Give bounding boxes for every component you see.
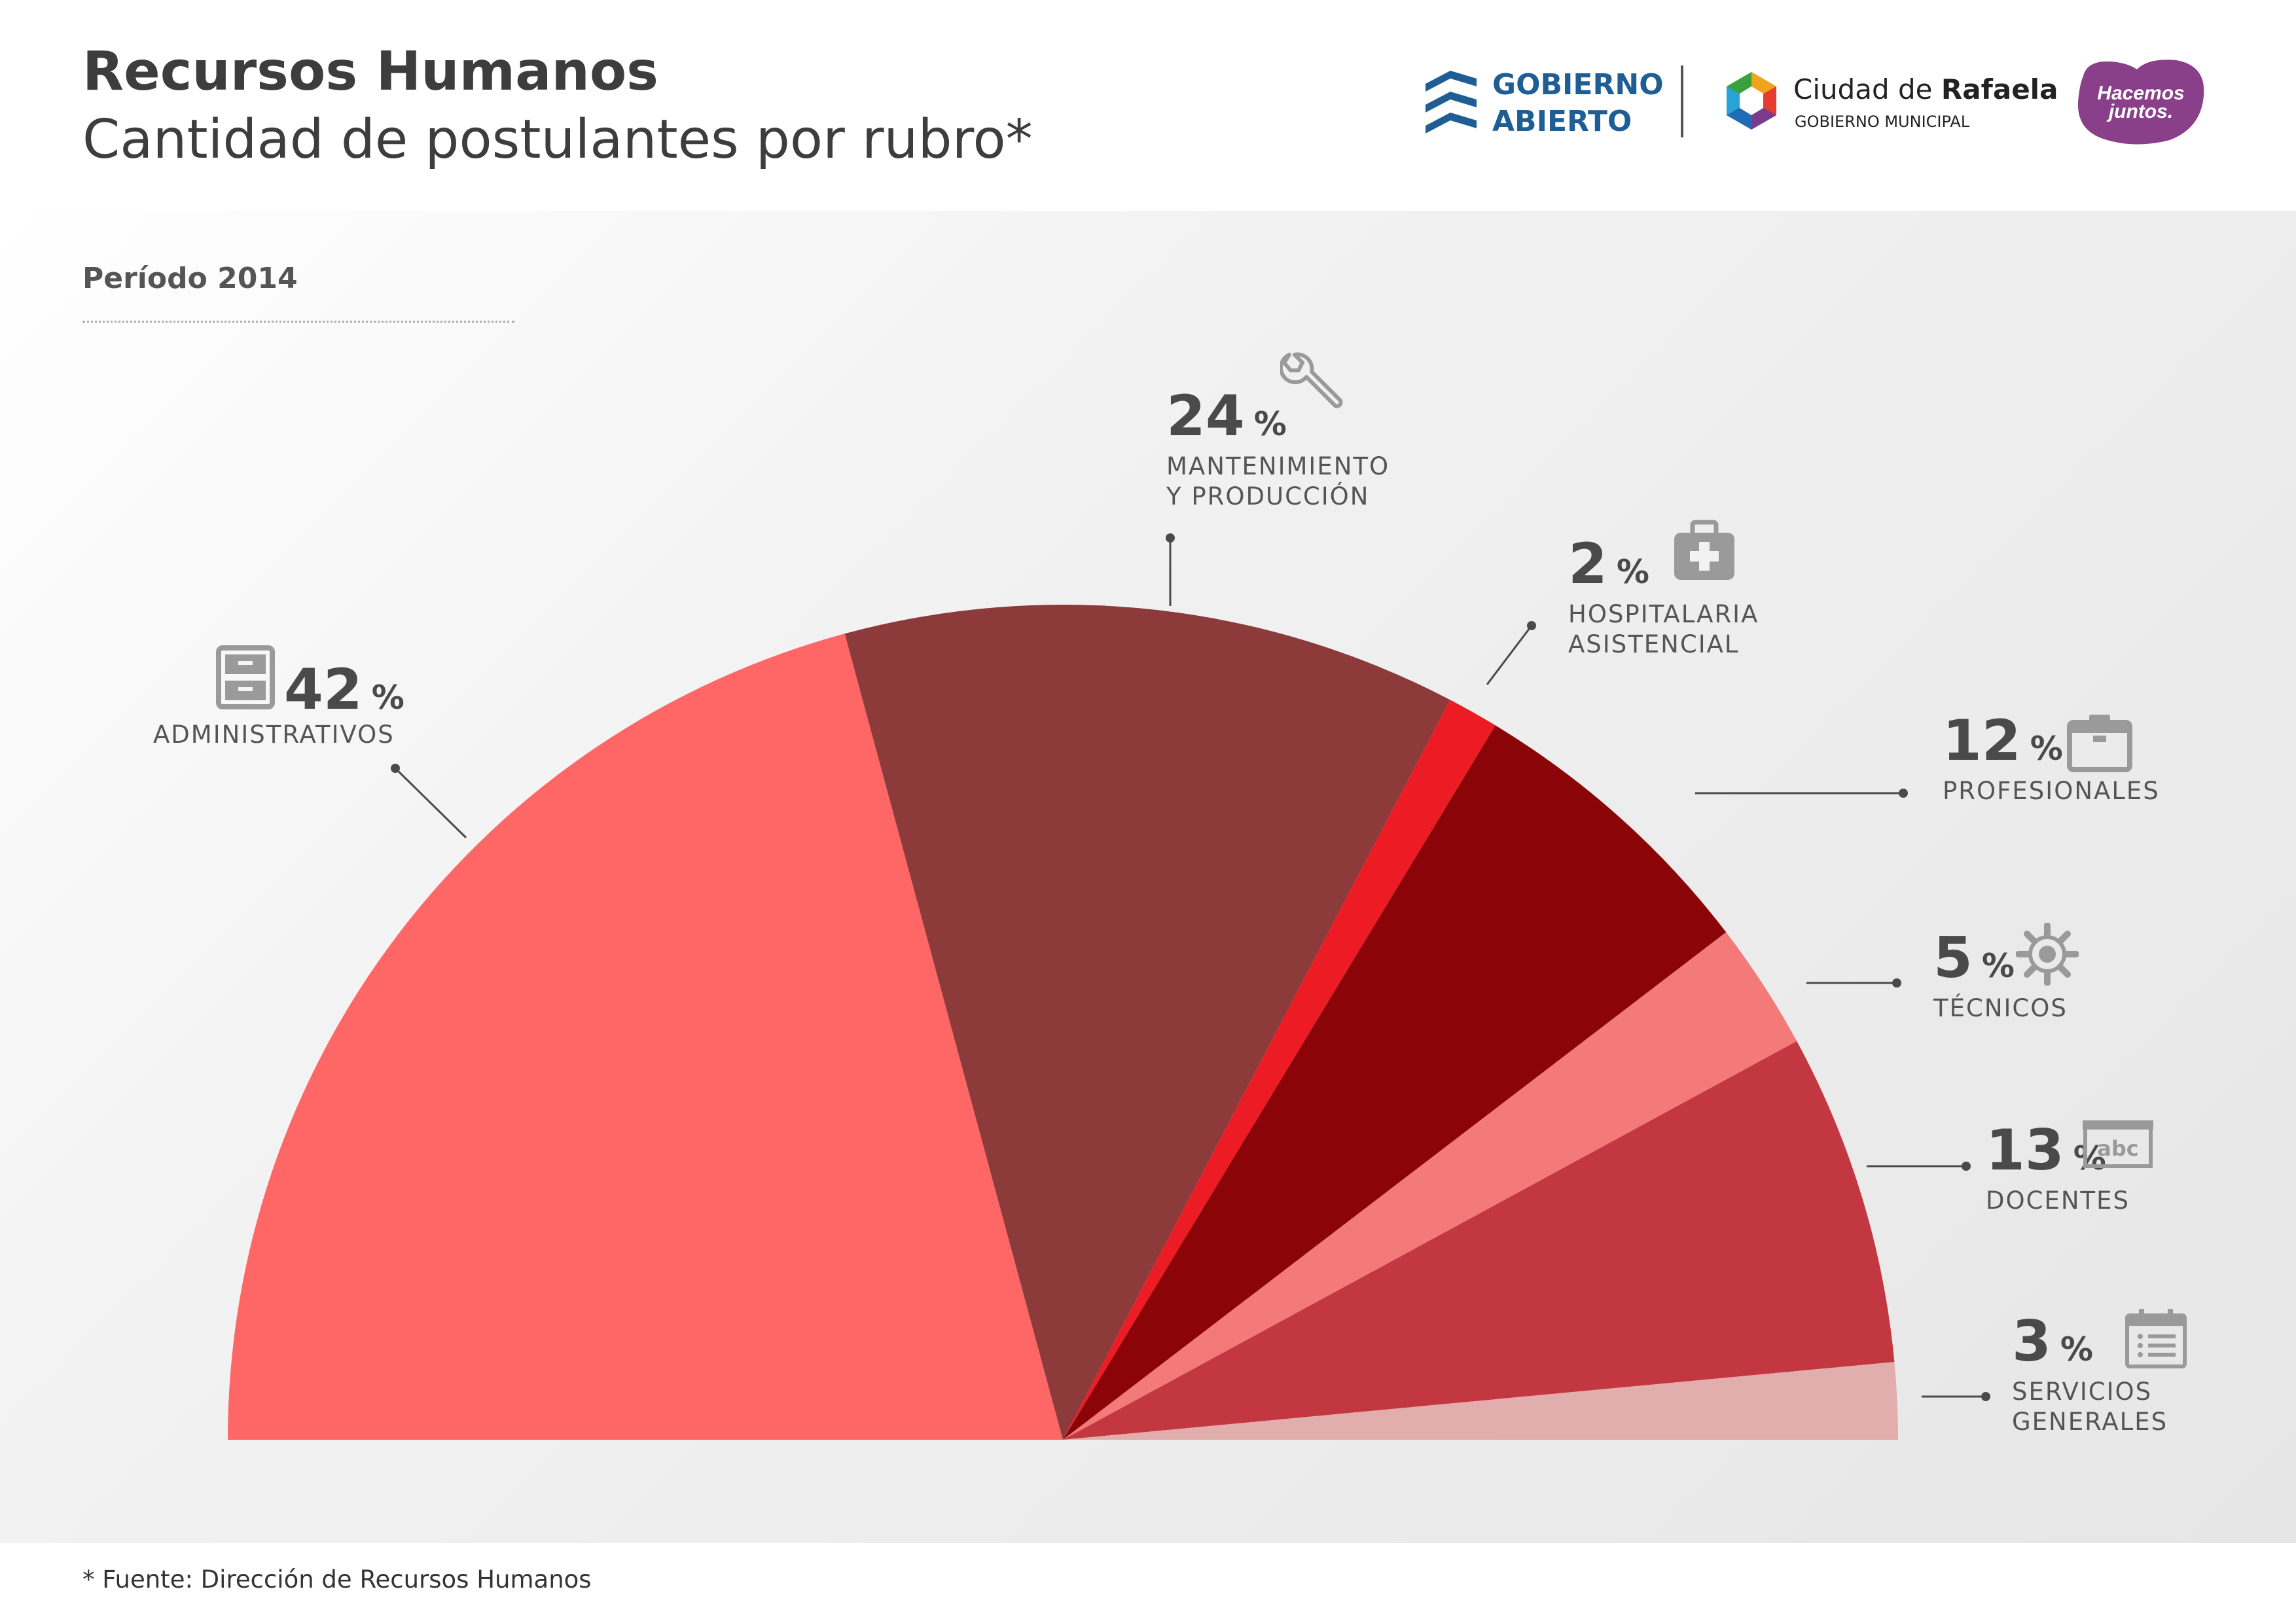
category-mantenimiento-line2: Y PRODUCCIÓN	[1166, 482, 1370, 510]
hacemos-line2: juntos.	[2106, 101, 2173, 122]
svg-text:abc: abc	[2097, 1136, 2138, 1161]
rafaela-hexagon-logo-icon	[1727, 72, 1776, 130]
category-servicios: SERVICIOS GENERALES	[2012, 1377, 2168, 1437]
label-administrativos: 42%	[284, 657, 404, 722]
category-administrativos: ADMINISTRATIVOS	[153, 721, 395, 749]
slice-administrativos	[228, 633, 1063, 1440]
medical-kit-icon	[1674, 520, 1734, 580]
gobierno-abierto-logo-icon	[1426, 71, 1477, 134]
slice-docentes	[1063, 1041, 1895, 1440]
percent-sign: %	[371, 679, 404, 717]
header: Recursos Humanos Cantidad de postulantes…	[0, 0, 2296, 211]
leader-dot-profesionales	[1899, 789, 1908, 798]
slice-tecnicos	[1063, 932, 1797, 1440]
calendar-list-icon	[2125, 1309, 2187, 1368]
value-tecnicos: 5	[1933, 925, 1973, 991]
filing-cabinet-icon	[216, 645, 275, 709]
category-mantenimiento: MANTENIMIENTO Y PRODUCCIÓN	[1166, 452, 1390, 512]
value-mantenimiento: 24	[1166, 383, 1245, 449]
leader-dot-mantenimiento	[1166, 533, 1175, 543]
leader-dot-tecnicos	[1892, 978, 1901, 988]
hacemos-juntos-logo-icon: Hacemos juntos.	[2077, 60, 2204, 145]
category-tecnicos: TÉCNICOS	[1933, 994, 2068, 1022]
label-hospitalaria: 2%	[1568, 531, 1649, 597]
leader-dot-hospitalaria	[1527, 621, 1536, 630]
category-servicios-line1: SERVICIOS	[2012, 1378, 2153, 1406]
leader-dot-docentes	[1962, 1162, 1971, 1171]
category-servicios-line2: GENERALES	[2012, 1408, 2168, 1436]
logo-bar: GOBIERNO ABIERTO Ciudad de Rafaela GOBIE…	[1414, 59, 2212, 157]
leader-line-hospitalaria	[1486, 625, 1533, 685]
label-docentes: 13%	[1986, 1118, 2106, 1183]
rafaela-gobierno-text: GOBIERNO MUNICIPAL	[1795, 113, 1970, 131]
chalkboard-abc-icon: abc	[2083, 1120, 2153, 1168]
gobierno-abierto-line2: ABIERTO	[1492, 105, 1632, 138]
slice-hospitalaria	[1063, 700, 1496, 1440]
leader-line-administrativos	[394, 767, 467, 839]
percent-sign: %	[2030, 730, 2063, 768]
category-hospitalaria-line2: ASISTENCIAL	[1568, 630, 1740, 658]
slice-servicios	[1063, 1362, 1898, 1440]
percent-sign: %	[1253, 405, 1287, 443]
briefcase-icon	[2067, 715, 2132, 772]
slice-profesionales	[1063, 725, 1727, 1440]
gobierno-abierto-line1: GOBIERNO	[1492, 68, 1664, 101]
logo-separator	[1681, 65, 1683, 137]
percent-sign: %	[1981, 947, 2015, 985]
value-servicios: 3	[2012, 1309, 2051, 1374]
gear-icon	[2016, 923, 2079, 986]
label-servicios: 3%	[2012, 1309, 2093, 1374]
value-hospitalaria: 2	[1568, 531, 1607, 597]
value-administrativos: 42	[284, 657, 363, 722]
category-docentes: DOCENTES	[1986, 1186, 2130, 1215]
chart-subtitle: Cantidad de postulantes por rubro*	[82, 109, 1033, 171]
leader-dot-administrativos	[391, 764, 400, 773]
category-profesionales: PROFESIONALES	[1943, 777, 2160, 805]
period-divider	[82, 321, 514, 323]
hacemos-line1: Hacemos	[2097, 82, 2184, 104]
percent-sign: %	[2060, 1330, 2093, 1368]
chart-title: Recursos Humanos	[82, 41, 658, 103]
percent-sign: %	[2073, 1139, 2106, 1177]
category-mantenimiento-line1: MANTENIMIENTO	[1166, 452, 1390, 480]
wrench-icon	[1280, 352, 1343, 408]
category-hospitalaria: HOSPITALARIA ASISTENCIAL	[1568, 599, 1759, 660]
value-docentes: 13	[1986, 1118, 2064, 1183]
category-hospitalaria-line1: HOSPITALARIA	[1568, 600, 1759, 628]
label-profesionales: 12%	[1943, 708, 2063, 774]
label-mantenimiento: 24%	[1166, 383, 1287, 449]
value-profesionales: 12	[1943, 708, 2021, 774]
period-label: Período 2014	[82, 262, 298, 295]
percent-sign: %	[1616, 553, 1649, 591]
leader-dot-servicios	[1981, 1392, 1990, 1401]
rafaela-city-text: Ciudad de Rafaela	[1793, 73, 2058, 105]
source-footnote: * Fuente: Dirección de Recursos Humanos	[82, 1565, 592, 1594]
slice-mantenimiento	[844, 604, 1450, 1440]
label-tecnicos: 5%	[1933, 925, 2015, 991]
